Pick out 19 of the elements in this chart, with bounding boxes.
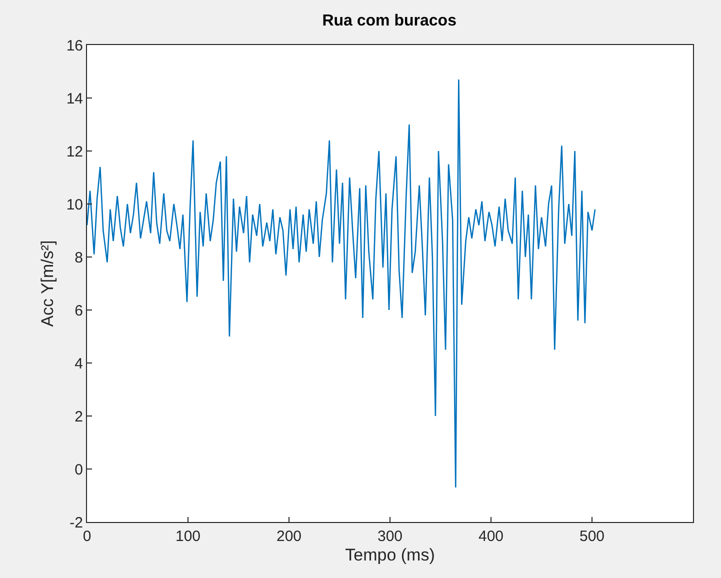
y-tick-label: 12 bbox=[66, 143, 83, 160]
x-tick-label: 300 bbox=[377, 528, 403, 545]
y-tick-label: 8 bbox=[74, 249, 83, 266]
x-tick-label: 200 bbox=[276, 528, 302, 545]
y-tick-label: 16 bbox=[66, 37, 83, 54]
y-tick-label: 14 bbox=[66, 90, 83, 108]
y-axis-title: Acc Y[m/s²] bbox=[38, 240, 57, 327]
y-tick-label: -2 bbox=[70, 514, 83, 532]
x-tick-label: 500 bbox=[579, 528, 605, 545]
x-axis-title: Tempo (ms) bbox=[345, 545, 435, 564]
chart-title: Rua com buracos bbox=[322, 12, 457, 30]
line-series bbox=[87, 78, 596, 488]
x-tick-label: 100 bbox=[175, 528, 201, 545]
y-tick-label: 6 bbox=[74, 302, 83, 320]
y-tick-label: 10 bbox=[66, 196, 83, 214]
y-tick-label: 0 bbox=[74, 461, 83, 478]
y-tick-label: 2 bbox=[74, 408, 83, 426]
y-tick-label: 4 bbox=[74, 355, 83, 372]
x-tick-label: 400 bbox=[478, 528, 504, 545]
